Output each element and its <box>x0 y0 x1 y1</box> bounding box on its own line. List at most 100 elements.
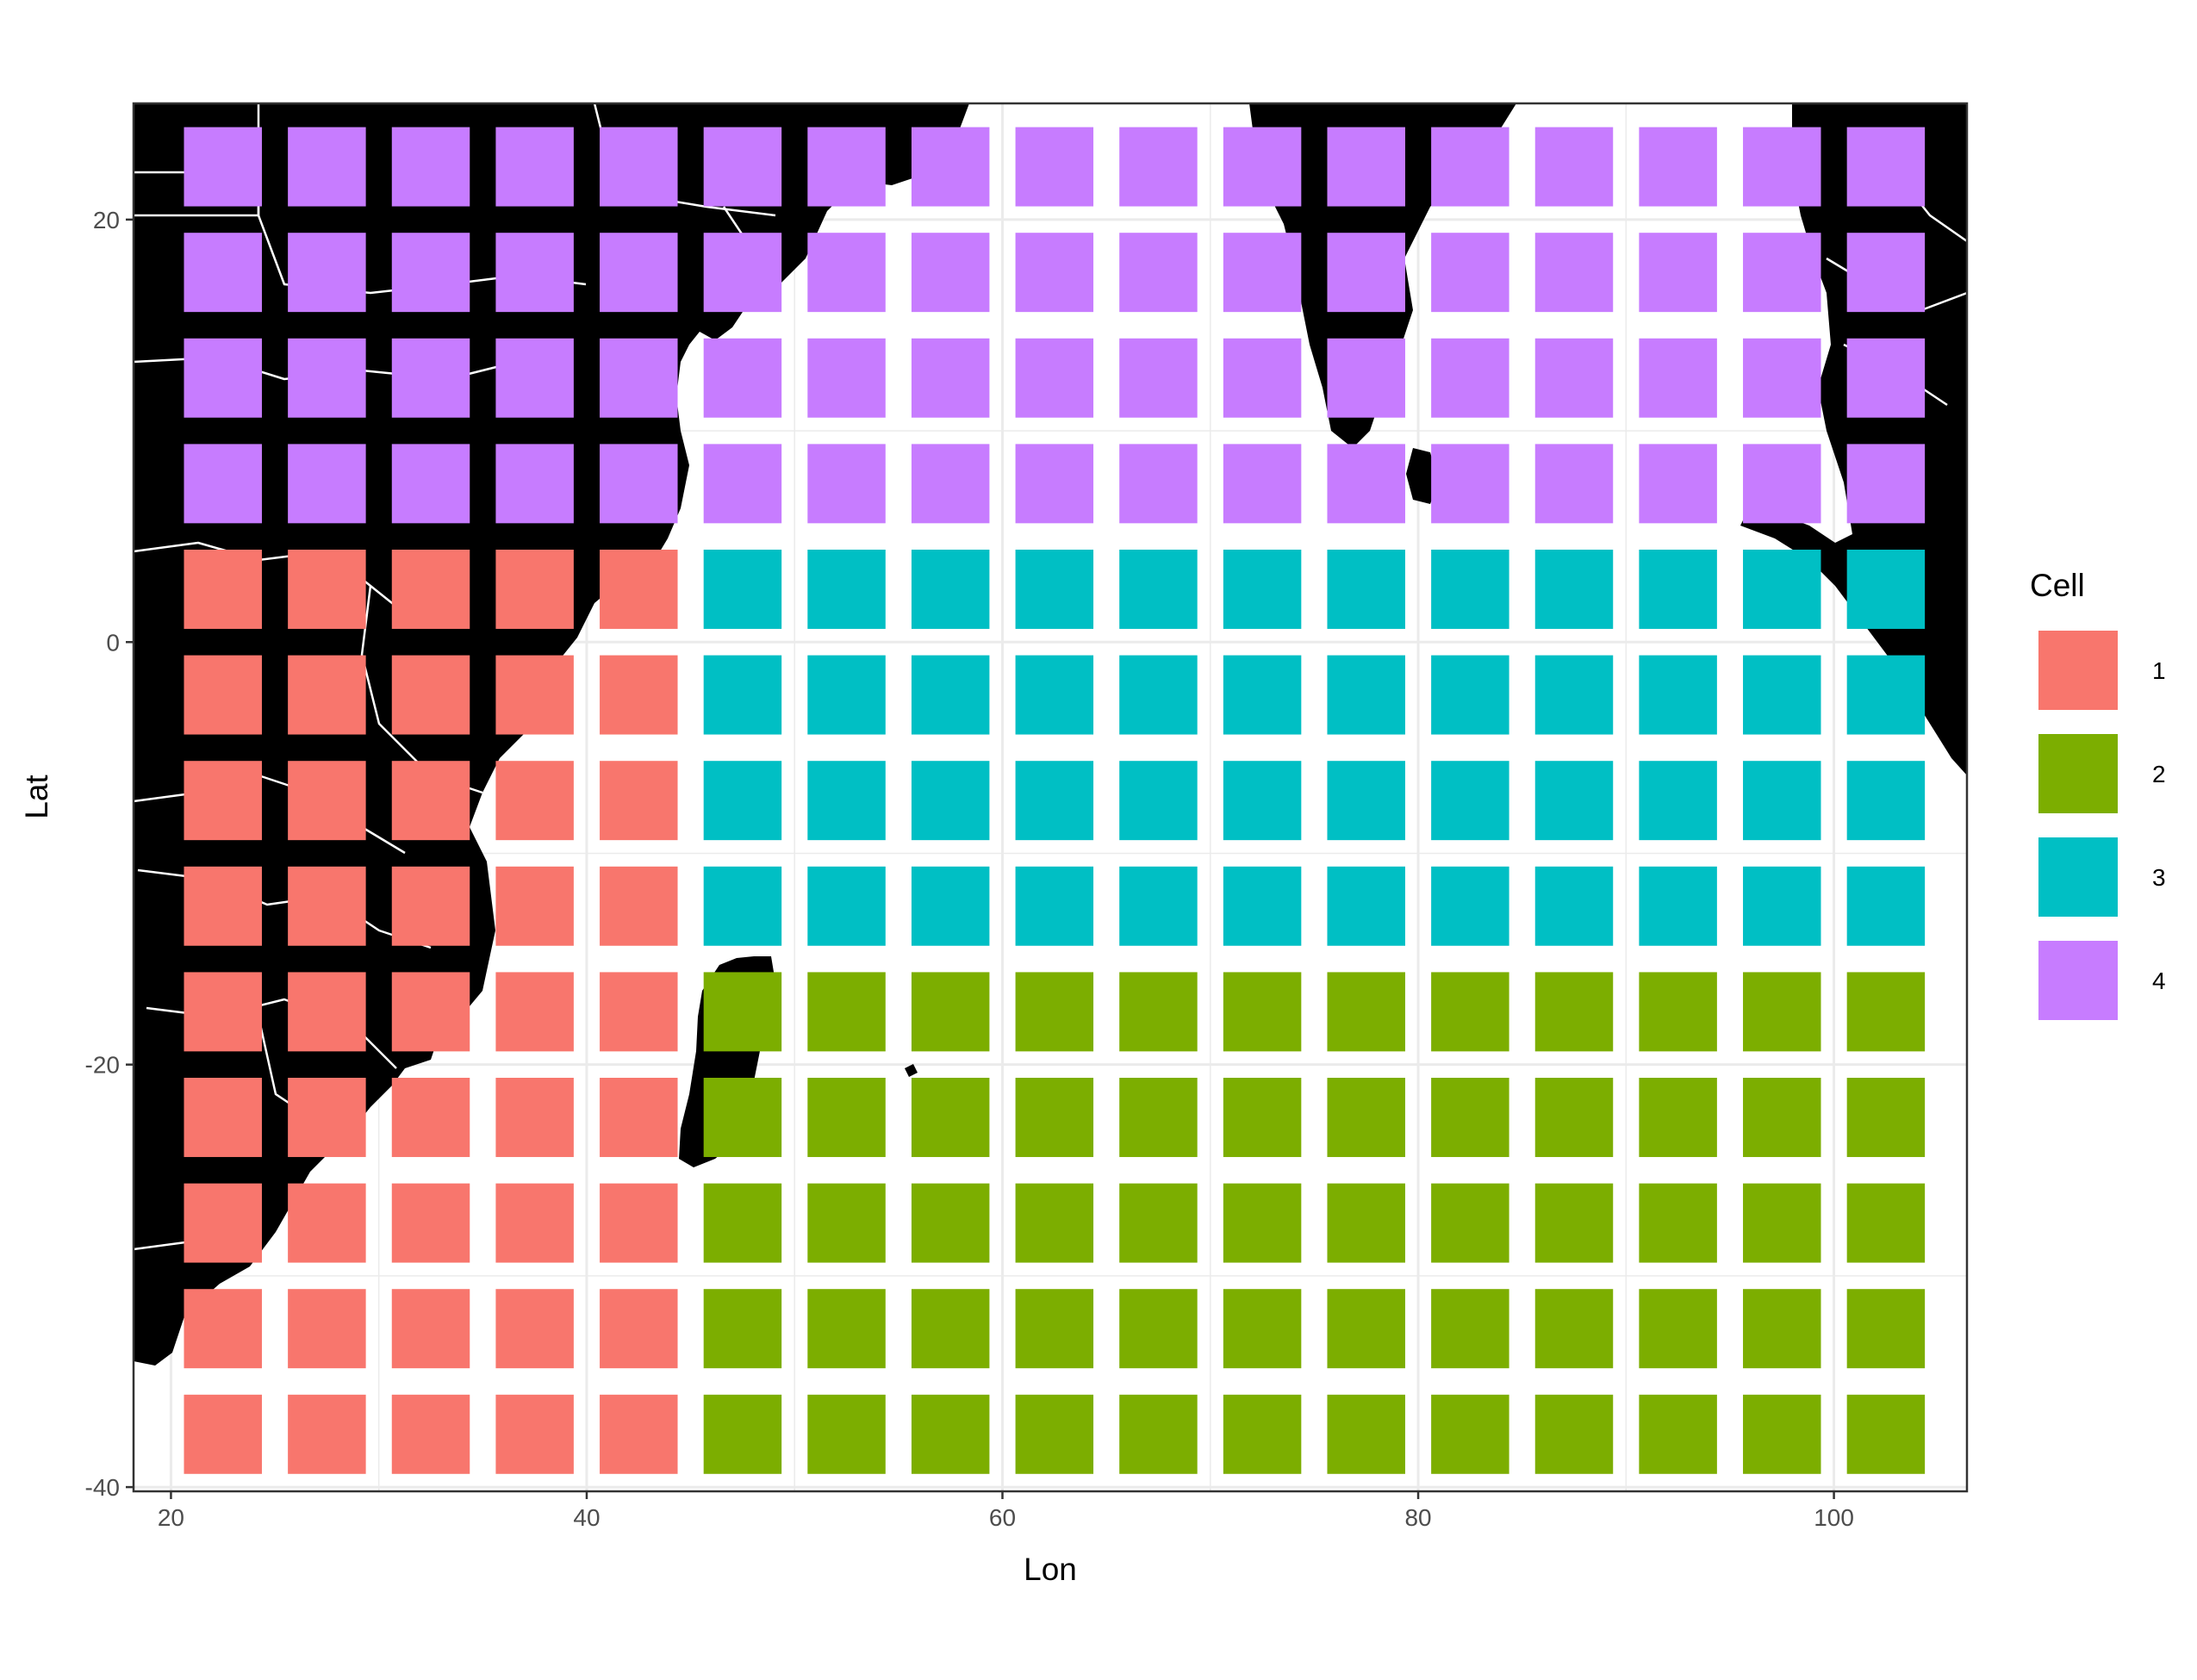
cell-tile-2 <box>911 1078 990 1157</box>
cell-tile-2 <box>911 1394 990 1474</box>
cell-tile-1 <box>184 549 262 629</box>
cell-tile-3 <box>1015 655 1094 735</box>
cell-tile-3 <box>1327 549 1405 629</box>
legend-title: Cell <box>2030 568 2085 603</box>
cell-tile-3 <box>1639 761 1717 841</box>
cell-tile-4 <box>1223 233 1302 313</box>
cell-tile-2 <box>1223 972 1302 1052</box>
cell-tile-4 <box>184 338 262 418</box>
cell-tile-2 <box>1431 1183 1509 1263</box>
cell-tile-1 <box>391 1183 470 1263</box>
cell-tile-4 <box>703 233 782 313</box>
cell-tile-4 <box>703 444 782 524</box>
cell-tile-2 <box>1327 1394 1405 1474</box>
cell-tile-1 <box>288 549 366 629</box>
cell-tile-2 <box>1327 1078 1405 1157</box>
cell-tile-1 <box>184 761 262 841</box>
cell-tile-2 <box>1743 1183 1821 1263</box>
cell-tile-1 <box>288 1394 366 1474</box>
cell-tile-2 <box>1327 972 1405 1052</box>
legend-label-2: 2 <box>2152 761 2166 787</box>
cell-tile-4 <box>600 233 678 313</box>
cell-tile-3 <box>1743 549 1821 629</box>
cell-tile-4 <box>391 338 470 418</box>
cell-tile-2 <box>1015 1183 1094 1263</box>
cell-tile-4 <box>495 338 574 418</box>
cell-tile-1 <box>495 1183 574 1263</box>
cell-tile-1 <box>391 761 470 841</box>
cell-tile-1 <box>600 1289 678 1369</box>
cell-tile-2 <box>807 1078 886 1157</box>
cell-tile-1 <box>288 655 366 735</box>
cell-tile-4 <box>911 233 990 313</box>
cell-tile-2 <box>1639 1183 1717 1263</box>
cell-tile-4 <box>703 338 782 418</box>
cell-tile-4 <box>1743 444 1821 524</box>
legend-key-3 <box>2038 837 2118 917</box>
cell-tile-4 <box>1846 338 1926 418</box>
cell-tile-3 <box>703 549 782 629</box>
cell-tile-2 <box>703 972 782 1052</box>
cell-tile-4 <box>703 127 782 207</box>
cell-tile-3 <box>703 866 782 946</box>
cell-tile-1 <box>600 972 678 1052</box>
cell-tile-4 <box>807 127 886 207</box>
cell-tile-3 <box>1327 866 1405 946</box>
cell-tile-3 <box>1015 761 1094 841</box>
cell-tile-3 <box>1431 655 1509 735</box>
cell-tile-2 <box>1327 1183 1405 1263</box>
cell-tile-2 <box>703 1183 782 1263</box>
cell-tile-2 <box>807 1183 886 1263</box>
cell-tile-4 <box>391 127 470 207</box>
y-tick-label: 20 <box>93 207 120 233</box>
cell-tile-4 <box>1223 444 1302 524</box>
cell-tile-3 <box>1846 655 1926 735</box>
cell-tile-4 <box>1431 444 1509 524</box>
cell-tile-2 <box>1846 1078 1926 1157</box>
cell-tile-2 <box>1639 1394 1717 1474</box>
cell-tile-2 <box>1223 1183 1302 1263</box>
cell-tile-2 <box>1015 972 1094 1052</box>
cell-tile-2 <box>911 972 990 1052</box>
cell-tile-2 <box>1534 1394 1614 1474</box>
cell-tile-3 <box>911 549 990 629</box>
cell-tile-2 <box>1639 1289 1717 1369</box>
cell-tile-1 <box>288 972 366 1052</box>
cell-tile-1 <box>600 1394 678 1474</box>
cell-tile-4 <box>495 127 574 207</box>
cell-tile-4 <box>1327 338 1405 418</box>
cell-tile-2 <box>703 1078 782 1157</box>
x-axis-title: Lon <box>1024 1552 1077 1587</box>
cell-tile-4 <box>1846 127 1926 207</box>
legend-label-4: 4 <box>2152 968 2166 994</box>
cell-tile-3 <box>1846 866 1926 946</box>
cell-tile-2 <box>1639 972 1717 1052</box>
cell-tile-2 <box>1534 972 1614 1052</box>
cell-tile-2 <box>911 1289 990 1369</box>
cell-tile-2 <box>1846 972 1926 1052</box>
cell-tile-2 <box>807 1289 886 1369</box>
cell-tile-2 <box>1431 1078 1509 1157</box>
legend: Cell 1 2 3 4 <box>2030 568 2166 1020</box>
cell-tile-2 <box>1534 1289 1614 1369</box>
cell-tile-2 <box>1015 1078 1094 1157</box>
cell-tile-1 <box>495 1289 574 1369</box>
cell-tile-2 <box>1639 1078 1717 1157</box>
y-axis: 20 0 -20 -40 <box>85 207 134 1501</box>
x-tick-label: 40 <box>573 1504 600 1531</box>
cell-tile-3 <box>1119 761 1198 841</box>
cell-tile-3 <box>1223 761 1302 841</box>
cell-tile-3 <box>807 761 886 841</box>
cell-tile-3 <box>911 866 990 946</box>
cell-tile-4 <box>1327 233 1405 313</box>
cell-tile-3 <box>1119 549 1198 629</box>
cell-tile-1 <box>600 1078 678 1157</box>
cell-tile-3 <box>1223 549 1302 629</box>
cell-tile-3 <box>1119 655 1198 735</box>
cell-tile-4 <box>1639 233 1717 313</box>
cell-tile-2 <box>1223 1289 1302 1369</box>
legend-label-3: 3 <box>2152 864 2166 891</box>
y-tick-label: -40 <box>85 1474 120 1501</box>
cell-tile-2 <box>703 1289 782 1369</box>
